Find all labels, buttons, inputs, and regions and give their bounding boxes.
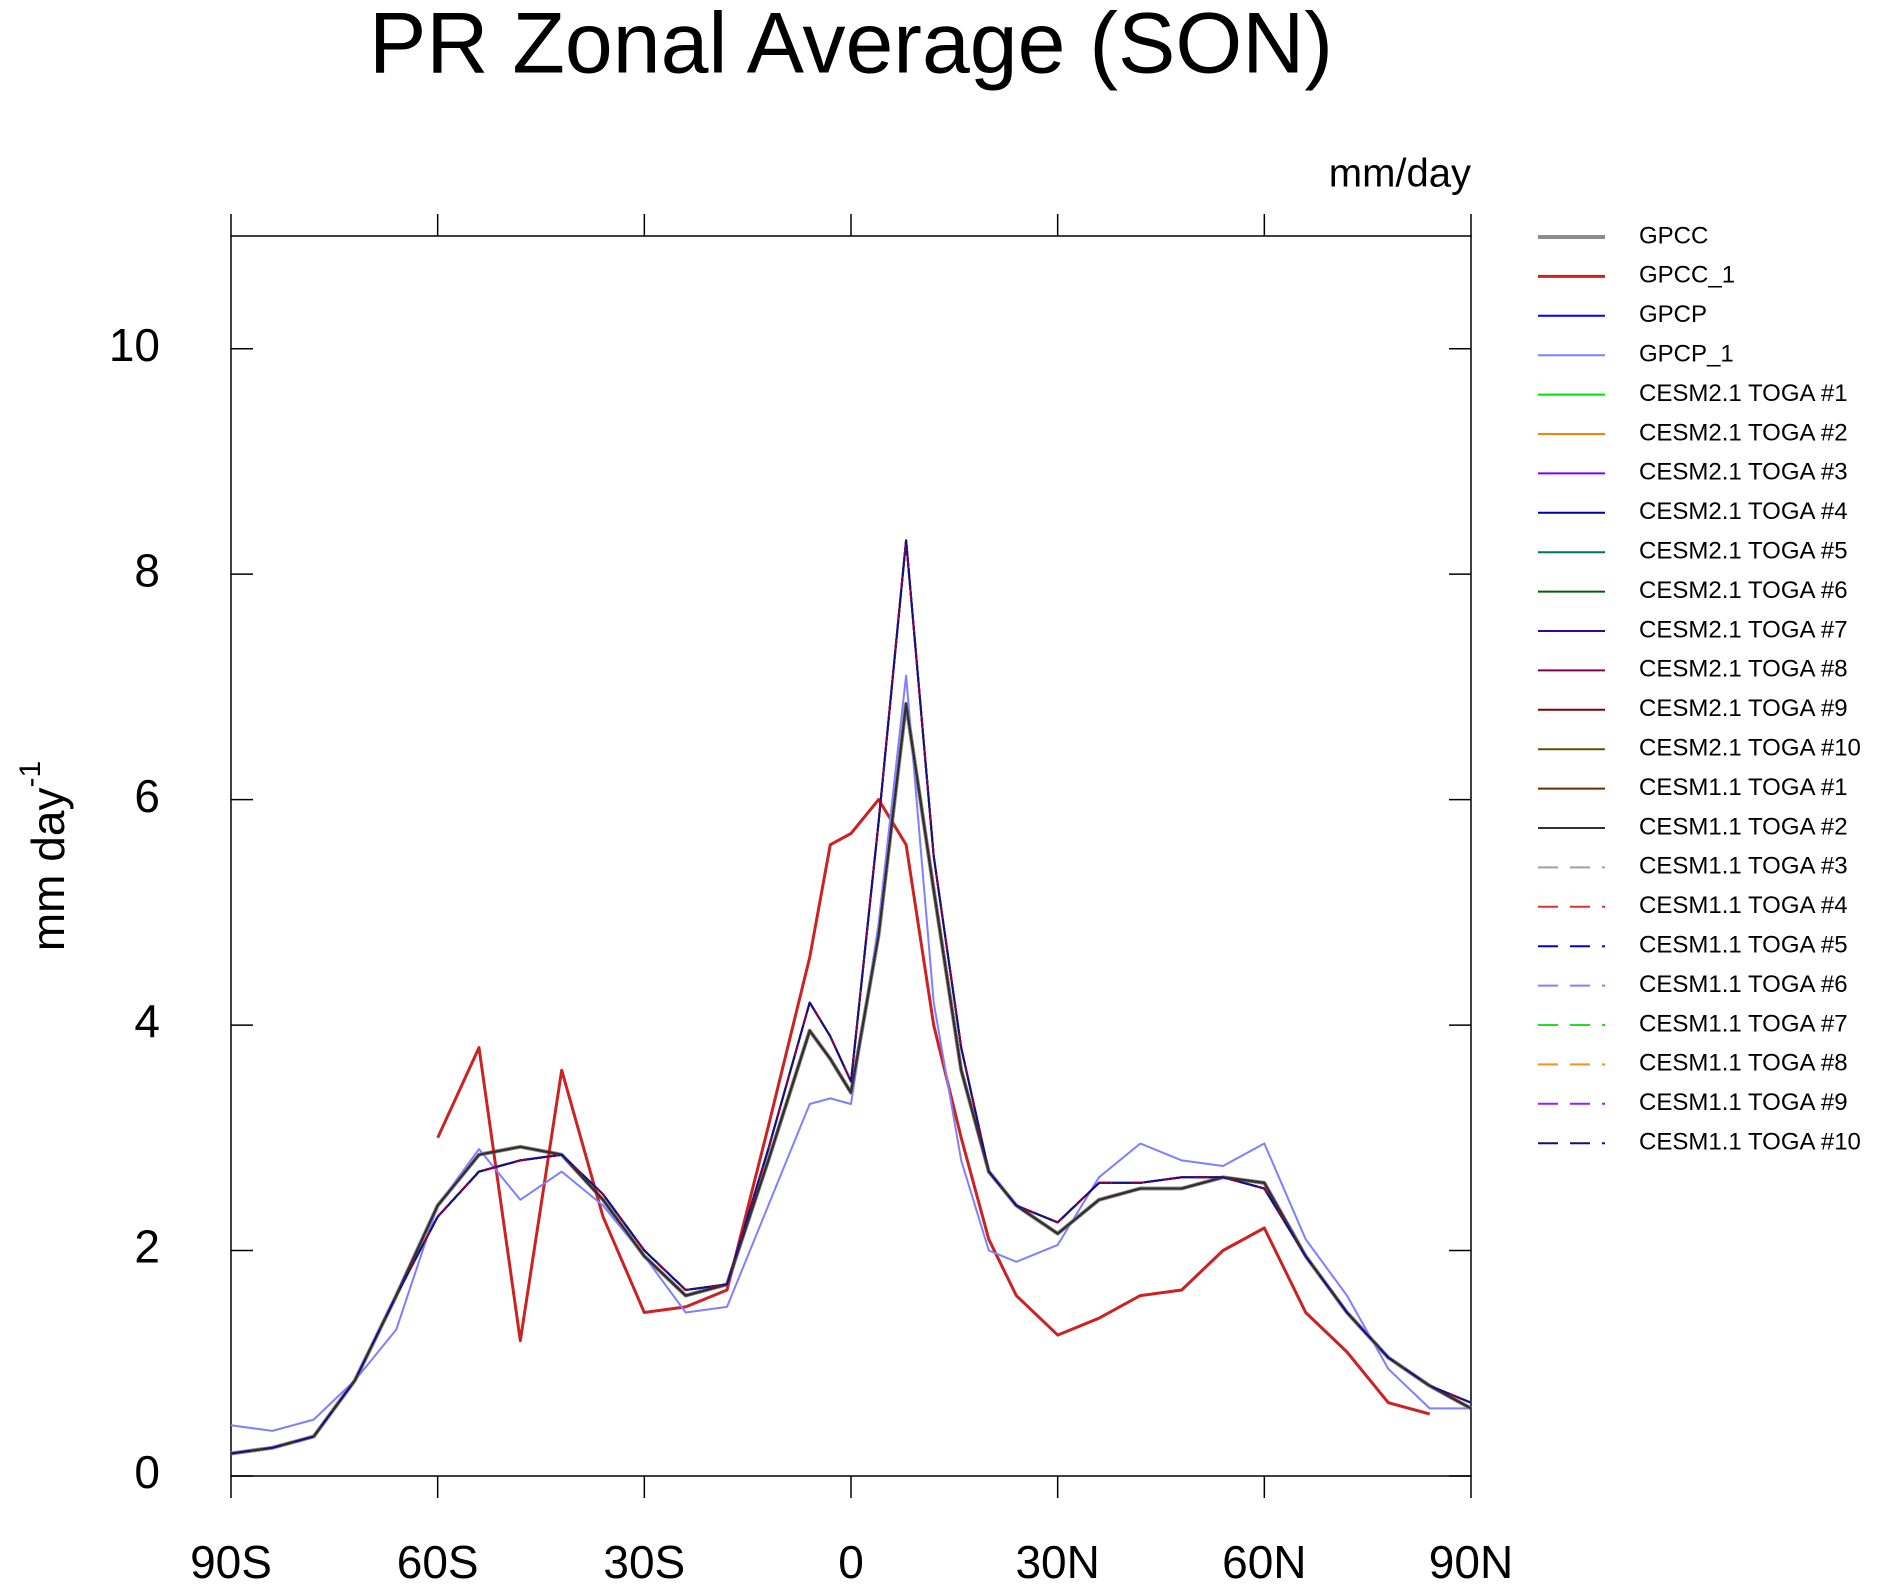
x-tick-label: 0 [838,1536,864,1588]
series-line [230,539,1472,1455]
legend-label: CESM2.1 TOGA #1 [1639,380,1848,407]
series-line [230,674,1471,1432]
legend-label: CESM1.1 TOGA #7 [1639,1010,1848,1037]
legend-label: GPCC [1639,222,1708,249]
legend-label: CESM1.1 TOGA #8 [1639,1050,1848,1077]
y-tick-label: 10 [109,319,160,371]
legend-label: CESM2.1 TOGA #4 [1639,498,1848,525]
series-line [230,539,1472,1455]
legend-label: CESM1.1 TOGA #5 [1639,932,1848,959]
series-line [230,539,1472,1455]
y-axis-title-exponent: -1 [14,761,47,788]
y-tick-label: 0 [134,1446,160,1498]
series-line [230,702,1472,1455]
x-tick-label: 90S [190,1536,272,1588]
units-label: mm/day [1329,152,1471,196]
plot-frame [230,235,1472,1477]
series-line [230,539,1472,1455]
legend-label: CESM1.1 TOGA #1 [1639,774,1848,801]
series-line [230,539,1472,1455]
series-line [230,539,1472,1455]
x-tick-label: 60N [1222,1536,1306,1588]
series-line [230,539,1472,1455]
x-tick-label: 30N [1015,1536,1099,1588]
legend-label: CESM1.1 TOGA #3 [1639,853,1848,880]
legend-label: CESM2.1 TOGA #3 [1639,459,1848,486]
series-line [230,539,1472,1455]
legend-label: CESM1.1 TOGA #4 [1639,892,1848,919]
series-line [230,539,1472,1455]
legend-label: GPCP [1639,301,1707,328]
legend-label: CESM2.1 TOGA #10 [1639,735,1861,762]
legend-label: CESM2.1 TOGA #2 [1639,419,1848,446]
legend-label: GPCP_1 [1639,341,1734,368]
legend-label: CESM2.1 TOGA #9 [1639,695,1848,722]
legend-label: GPCC_1 [1639,262,1735,289]
legend-label: CESM1.1 TOGA #9 [1639,1089,1848,1116]
x-tick-label: 90N [1429,1536,1513,1588]
series-line [230,539,1472,1455]
series-line [230,539,1472,1455]
series-line [230,539,1472,1455]
series-line [230,539,1472,1455]
y-tick-label: 8 [134,544,160,596]
legend-label: CESM2.1 TOGA #6 [1639,577,1848,604]
legend-label: CESM1.1 TOGA #6 [1639,971,1848,998]
series-line [230,539,1472,1455]
x-tick-label: 30S [603,1536,685,1588]
legend-label: CESM2.1 TOGA #5 [1639,538,1848,565]
legend-label: CESM1.1 TOGA #2 [1639,813,1848,840]
legend-label: CESM1.1 TOGA #10 [1639,1129,1861,1156]
y-tick-label: 6 [134,770,160,822]
x-tick-label: 60S [397,1536,479,1588]
y-tick-label: 2 [134,1221,160,1273]
series-line [230,539,1472,1455]
y-axis-title: mm day-1 [14,761,74,951]
legend-label: CESM2.1 TOGA #7 [1639,616,1848,643]
chart-title: PR Zonal Average (SON) [369,0,1333,92]
series-line [436,798,1431,1416]
y-axis-title-text: mm day [22,788,74,952]
y-tick-label: 4 [134,995,160,1047]
series-line [230,539,1472,1455]
legend-label: CESM2.1 TOGA #8 [1639,656,1848,683]
